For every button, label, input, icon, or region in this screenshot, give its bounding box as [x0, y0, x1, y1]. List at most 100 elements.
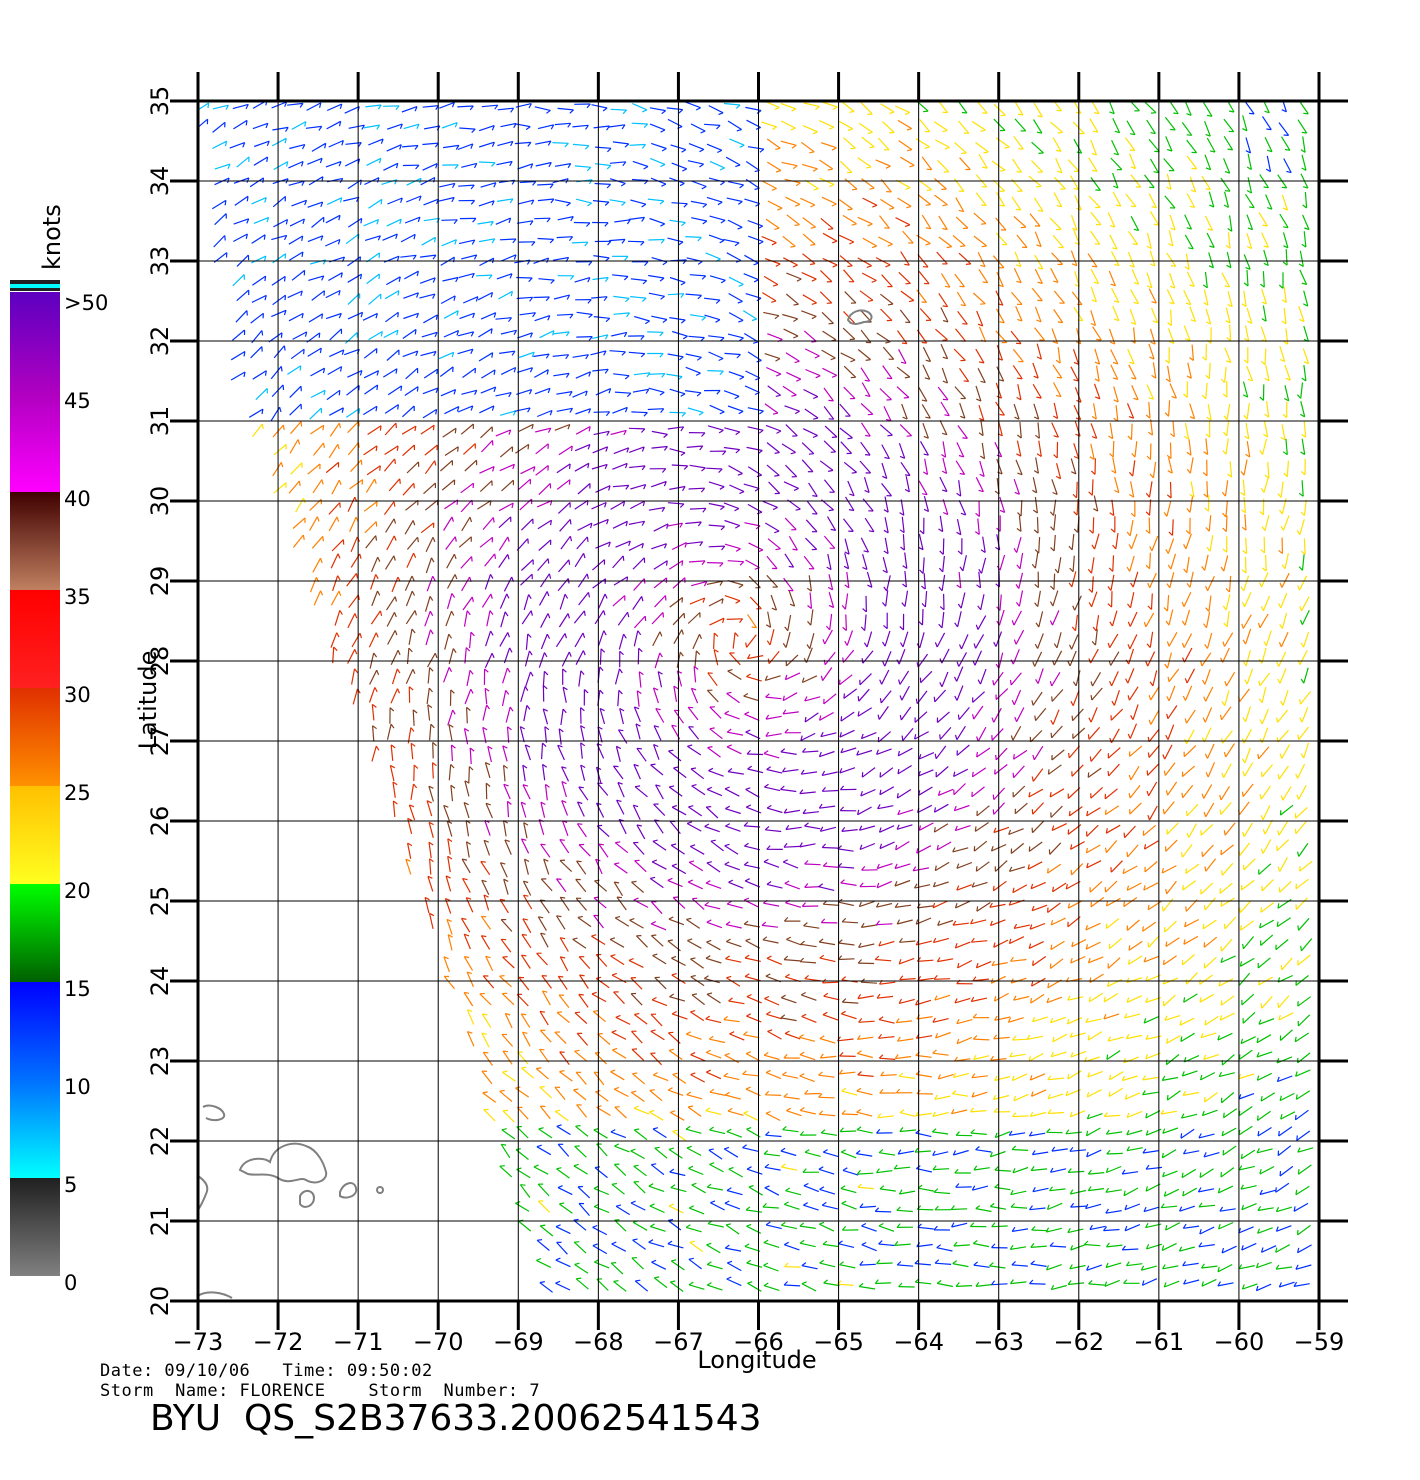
wind-vector [1243, 858, 1256, 871]
wind-vector [482, 517, 494, 530]
wind-vector-barb [1190, 319, 1196, 323]
wind-vector [876, 902, 893, 908]
wind-vector [1303, 365, 1307, 381]
wind-vector [1122, 865, 1138, 875]
wind-vector [687, 612, 701, 624]
wind-vector [1008, 828, 1024, 836]
colorbar-label: 20 [64, 879, 91, 903]
wind-vector [443, 805, 450, 821]
wind-vector [1067, 787, 1081, 799]
wind-vector [1188, 439, 1192, 456]
wind-vector-barb [1123, 832, 1126, 838]
wind-vector [460, 482, 474, 494]
wind-vector-barb [560, 937, 566, 940]
wind-vector [1183, 647, 1193, 663]
wind-vector-barb [735, 525, 740, 529]
wind-vector [271, 234, 287, 241]
wind-vector [785, 654, 799, 667]
wind-vector-barb [580, 764, 586, 769]
wind-vector [525, 633, 529, 650]
wind-vector [350, 459, 362, 473]
wind-vector-barb [429, 858, 434, 863]
wind-vector-barb [977, 323, 983, 327]
wind-vector [1089, 880, 1103, 893]
wind-vector-barb [766, 955, 772, 959]
wind-vector [478, 352, 494, 362]
wind-vector [899, 309, 911, 323]
wind-vector [652, 687, 659, 704]
wind-vector-barb [659, 631, 663, 637]
wind-vector-barb [786, 936, 792, 940]
wind-vector [818, 120, 835, 128]
wind-vector-barb [970, 937, 975, 943]
wind-vector-barb [415, 164, 420, 170]
wind-vector-barb [568, 391, 573, 397]
wind-vector-barb [737, 300, 743, 304]
wind-vector [1244, 591, 1252, 607]
wind-vector-barb [822, 639, 826, 645]
wind-vector [461, 389, 477, 395]
wind-vector [503, 576, 513, 592]
wind-vector-barb [1130, 166, 1136, 170]
wind-vector [1013, 765, 1025, 779]
wind-vector-barb [1280, 436, 1286, 441]
wind-vector [273, 443, 287, 456]
wind-vector [459, 127, 476, 130]
wind-vector-barb [432, 575, 436, 581]
wind-vector [709, 706, 722, 719]
wind-vector-barb [885, 341, 891, 344]
wind-vector [1206, 632, 1213, 649]
wind-vector-barb [737, 201, 743, 205]
wind-vector [498, 502, 514, 512]
wind-vector [975, 634, 985, 649]
wind-vector-barb [577, 823, 583, 825]
wind-vector-barb [831, 147, 837, 151]
wind-vector-barb [1298, 263, 1304, 268]
wind-vector [233, 119, 248, 130]
wind-vector-barb [719, 337, 725, 342]
wind-vector [480, 861, 491, 876]
wind-vector-barb [812, 131, 818, 135]
wind-vector-barb [970, 919, 974, 925]
wind-vector [914, 731, 929, 740]
wind-vector [1050, 958, 1064, 969]
wind-vector-barb [1224, 681, 1228, 687]
wind-vector [1113, 386, 1119, 403]
wind-vector [688, 335, 705, 339]
wind-vector-barb [904, 263, 910, 266]
wind-vector-barb [413, 783, 418, 789]
wind-vector [1220, 897, 1235, 907]
wind-vector-barb [487, 745, 493, 750]
wind-vector-barb [1224, 171, 1230, 174]
wind-vector-barb [941, 432, 948, 436]
wind-vector [214, 213, 227, 226]
wind-vector [1168, 272, 1176, 289]
wind-vector-barb [1128, 945, 1131, 951]
wind-vector [405, 499, 419, 511]
wind-vector [461, 858, 471, 874]
wind-vector-barb [641, 297, 647, 302]
wind-vector [1014, 118, 1027, 132]
wind-vector [1224, 480, 1229, 497]
wind-vector-barb [1128, 774, 1132, 781]
wind-vector [708, 335, 725, 339]
wind-vector [976, 101, 988, 114]
wind-vector-barb [1220, 957, 1224, 963]
wind-vector [1070, 458, 1077, 475]
wind-vector [533, 353, 550, 358]
wind-vector [958, 707, 970, 720]
wind-vector [1163, 801, 1175, 815]
wind-vector-barb [542, 708, 548, 712]
wind-vector-barb [1221, 870, 1223, 876]
wind-vector-barb [1166, 583, 1171, 589]
wind-vector-barb [1301, 433, 1306, 438]
wind-vector-barb [843, 693, 845, 699]
wind-vector [402, 328, 417, 339]
wind-vector-barb [1034, 715, 1037, 721]
wind-vector [1283, 307, 1287, 324]
wind-vector [1239, 688, 1250, 702]
wind-vector [899, 670, 910, 685]
wind-vector [440, 295, 456, 305]
wind-vector-barb [993, 827, 997, 833]
wind-vector-barb [739, 618, 744, 623]
